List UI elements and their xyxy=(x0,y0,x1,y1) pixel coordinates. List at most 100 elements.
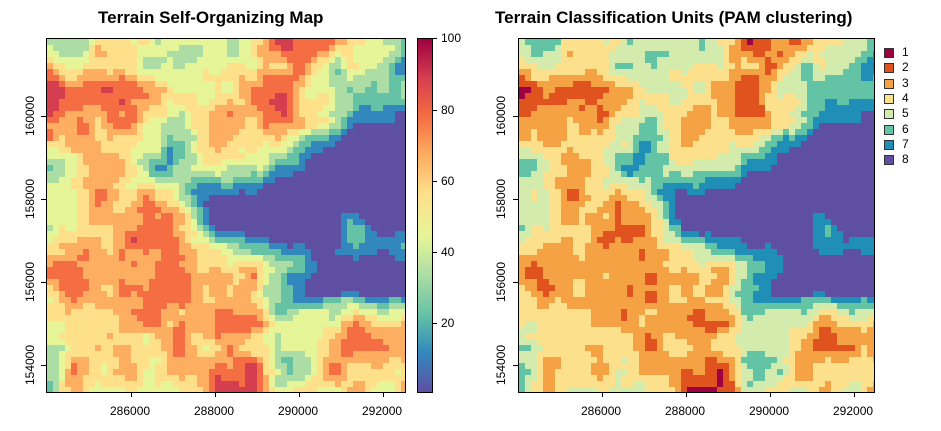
raster-cell xyxy=(239,243,245,249)
raster-cell xyxy=(849,159,855,165)
raster-cell xyxy=(197,93,203,99)
raster-cell xyxy=(239,231,245,237)
raster-cell xyxy=(59,63,65,69)
raster-cell xyxy=(83,255,89,261)
raster-cell xyxy=(561,147,567,153)
raster-cell xyxy=(573,159,579,165)
raster-cell xyxy=(185,141,191,147)
raster-cell xyxy=(107,159,113,165)
raster-cell xyxy=(371,309,377,315)
raster-cell xyxy=(579,159,585,165)
raster-cell xyxy=(185,183,191,189)
raster-cell xyxy=(233,39,239,45)
raster-cell xyxy=(167,231,173,237)
raster-cell xyxy=(777,159,783,165)
raster-cell xyxy=(161,177,167,183)
raster-cell xyxy=(401,51,405,57)
raster-cell xyxy=(53,153,59,159)
raster-cell xyxy=(519,111,525,117)
raster-cell xyxy=(83,57,89,63)
raster-cell xyxy=(179,279,185,285)
raster-cell xyxy=(149,273,155,279)
raster-cell xyxy=(155,147,161,153)
raster-cell xyxy=(341,69,347,75)
raster-cell xyxy=(101,357,107,363)
raster-cell xyxy=(867,81,873,87)
raster-cell xyxy=(233,57,239,63)
raster-cell xyxy=(263,273,269,279)
raster-cell xyxy=(311,93,317,99)
raster-cell xyxy=(245,351,251,357)
raster-cell xyxy=(221,387,227,392)
raster-cell xyxy=(561,105,567,111)
raster-cell xyxy=(179,177,185,183)
raster-cell xyxy=(251,273,257,279)
raster-cell xyxy=(59,321,65,327)
raster-cell xyxy=(311,327,317,333)
raster-cell xyxy=(275,297,281,303)
raster-cell xyxy=(149,123,155,129)
raster-cell xyxy=(71,297,77,303)
raster-cell xyxy=(335,39,341,45)
raster-cell xyxy=(173,165,179,171)
raster-cell xyxy=(359,387,365,392)
raster-cell xyxy=(687,87,693,93)
raster-cell xyxy=(873,39,874,45)
raster-cell xyxy=(317,171,323,177)
raster-cell xyxy=(89,57,95,63)
raster-cell xyxy=(675,81,681,87)
raster-cell xyxy=(173,123,179,129)
raster-cell xyxy=(185,369,191,375)
raster-cell xyxy=(843,39,849,45)
raster-cell xyxy=(53,141,59,147)
raster-cell xyxy=(789,105,795,111)
raster-cell xyxy=(353,129,359,135)
raster-cell xyxy=(783,135,789,141)
raster-cell xyxy=(293,303,299,309)
raster-cell xyxy=(687,117,693,123)
raster-cell xyxy=(53,267,59,273)
raster-cell xyxy=(149,231,155,237)
raster-cell xyxy=(149,285,155,291)
raster-cell xyxy=(185,279,191,285)
raster-cell xyxy=(269,243,275,249)
raster-cell xyxy=(257,225,263,231)
raster-cell xyxy=(233,231,239,237)
raster-cell xyxy=(305,63,311,69)
raster-cell xyxy=(873,141,874,147)
raster-cell xyxy=(383,201,389,207)
raster-cell xyxy=(137,39,143,45)
raster-cell xyxy=(215,345,221,351)
raster-cell xyxy=(143,99,149,105)
raster-cell xyxy=(837,153,843,159)
raster-cell xyxy=(209,243,215,249)
raster-cell xyxy=(609,99,615,105)
raster-cell xyxy=(239,357,245,363)
raster-cell xyxy=(209,105,215,111)
raster-cell xyxy=(221,213,227,219)
raster-cell xyxy=(759,159,765,165)
raster-cell xyxy=(287,255,293,261)
raster-cell xyxy=(389,45,395,51)
raster-cell xyxy=(281,285,287,291)
raster-cell xyxy=(675,75,681,81)
raster-cell xyxy=(203,93,209,99)
raster-cell xyxy=(233,111,239,117)
raster-cell xyxy=(377,219,383,225)
raster-cell xyxy=(561,135,567,141)
raster-cell xyxy=(233,333,239,339)
raster-cell xyxy=(131,81,137,87)
raster-cell xyxy=(191,105,197,111)
raster-cell xyxy=(185,327,191,333)
raster-cell xyxy=(215,195,221,201)
raster-cell xyxy=(579,51,585,57)
raster-cell xyxy=(311,333,317,339)
raster-cell xyxy=(239,57,245,63)
raster-cell xyxy=(89,315,95,321)
raster-cell xyxy=(723,135,729,141)
raster-cell xyxy=(293,45,299,51)
raster-cell xyxy=(173,351,179,357)
raster-cell xyxy=(167,351,173,357)
raster-cell xyxy=(83,327,89,333)
raster-cell xyxy=(131,351,137,357)
